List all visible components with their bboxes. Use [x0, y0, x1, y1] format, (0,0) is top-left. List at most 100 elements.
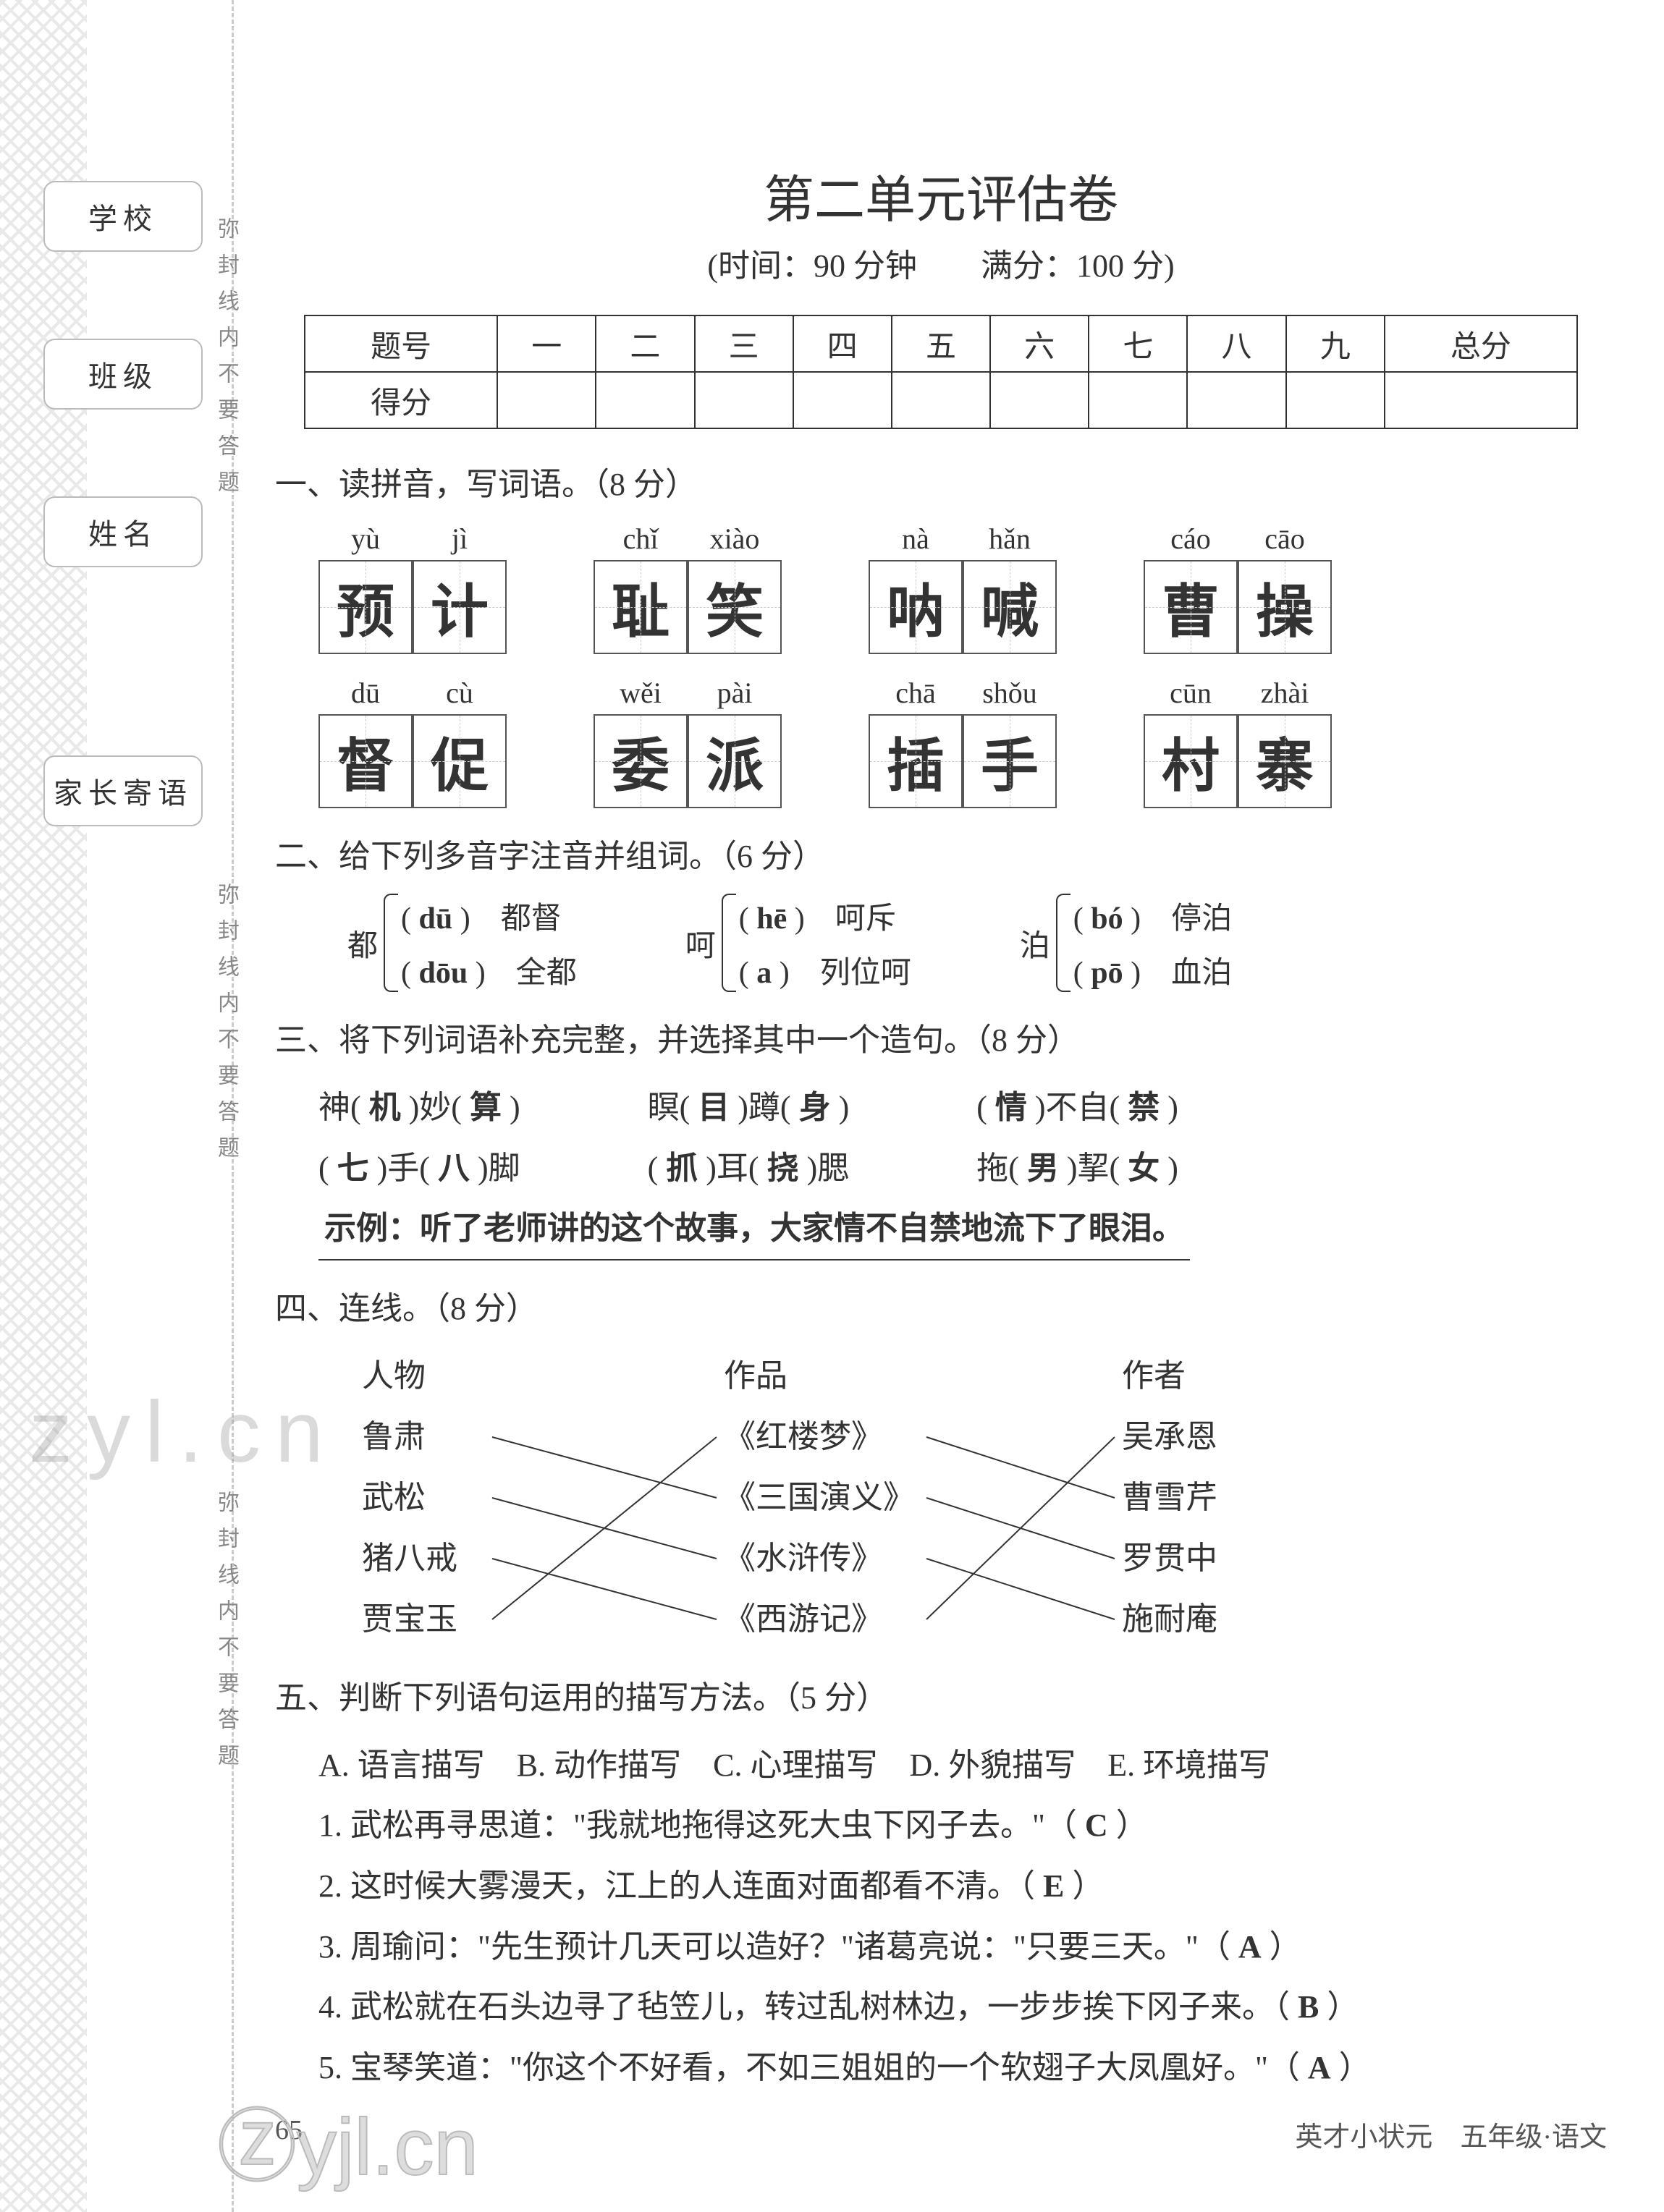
side-label-parent: 家长寄语: [43, 755, 203, 826]
q3-sentence: 示例：听了老师讲的这个故事，大家情不自禁地流下了眼泪。: [318, 1198, 1607, 1260]
side-label-school: 学校: [43, 181, 203, 252]
poly-line: ( dū ) 都督: [401, 894, 577, 938]
th: 九: [1286, 315, 1385, 372]
char-box[interactable]: 耻: [594, 560, 688, 654]
q5-options: A. 语言描写 B. 动作描写 C. 心理描写 D. 外貌描写 E. 环境描写: [318, 1735, 1607, 1796]
td-blank[interactable]: [497, 372, 596, 428]
td-blank[interactable]: [892, 372, 990, 428]
td-label: 得分: [305, 372, 497, 428]
td-blank[interactable]: [695, 372, 793, 428]
td-blank[interactable]: [1187, 372, 1285, 428]
watermark: zyl.cn: [29, 1382, 338, 1482]
idiom-item: ( 七 )手( 八 )脚: [318, 1151, 520, 1186]
watermark: Ⓩyjl.cn: [217, 2082, 478, 2198]
pinyin: zhài: [1238, 676, 1332, 710]
q5-item: 3. 周瑜问："先生预计几天可以造好？"诸葛亮说："只要三天。"（ A ）: [318, 1917, 1607, 1978]
char-box[interactable]: 派: [688, 714, 782, 808]
q4-heading: 四、连线。（8 分）: [275, 1282, 1607, 1329]
char-box[interactable]: 村: [1144, 714, 1238, 808]
q5-item: 1. 武松再寻思道："我就地拖得这死大虫下冈子去。"（ C ）: [318, 1795, 1607, 1856]
pinyin: nà: [869, 522, 963, 556]
q5-item: 2. 这时候大雾漫天，江上的人连面对面都看不清。（ E ）: [318, 1856, 1607, 1917]
pinyin: hǎn: [963, 522, 1057, 556]
th: 一: [497, 315, 596, 372]
side-label-class: 班级: [43, 339, 203, 410]
q3-line1: 神( 机 )妙( 算 ) 瞑( 目 )蹲( 身 ) ( 情 )不自( 禁 ): [318, 1077, 1607, 1138]
th: 题号: [305, 315, 497, 372]
poly-char: 呵: [685, 921, 716, 965]
table-row: 题号 一 二 三 四 五 六 七 八 九 总分: [305, 315, 1577, 372]
td-blank[interactable]: [990, 372, 1089, 428]
poly-line: ( a ) 列位呵: [739, 948, 911, 992]
idiom-item: ( 情 )不自( 禁 ): [976, 1090, 1178, 1125]
td-blank[interactable]: [793, 372, 892, 428]
page-title: 第二单元评估卷: [275, 159, 1607, 232]
side-label-name: 姓名: [43, 496, 203, 567]
q2-heading: 二、给下列多音字注音并组词。（6 分）: [275, 830, 1607, 876]
char-box[interactable]: 呐: [869, 560, 963, 654]
q5-item: 4. 武松就在石头边寻了毡笠儿，转过乱树林边，一步步挨下冈子来。（ B ）: [318, 1977, 1607, 2038]
pinyin: chǐ: [594, 522, 688, 556]
th: 三: [695, 315, 793, 372]
footer-right: 英才小状元 五年级·语文: [1295, 2114, 1607, 2154]
th: 七: [1089, 315, 1187, 372]
char-box[interactable]: 笑: [688, 560, 782, 654]
poly-line: ( pō ) 血泊: [1073, 948, 1232, 992]
char-box[interactable]: 手: [963, 714, 1057, 808]
q3-line2: ( 七 )手( 八 )脚 ( 抓 )耳( 挠 )腮 拖( 男 )挈( 女 ): [318, 1138, 1607, 1199]
th: 二: [596, 315, 694, 372]
table-row: 得分: [305, 372, 1577, 428]
char-box[interactable]: 寨: [1238, 714, 1332, 808]
td-blank[interactable]: [1089, 372, 1187, 428]
char-box[interactable]: 督: [318, 714, 413, 808]
q2-body: 都( dū ) 都督( dōu ) 全都呵( hē ) 呵斥( a ) 列位呵泊…: [347, 894, 1607, 992]
q5-item: 5. 宝琴笑道："你这个不好看，不如三姐姐的一个软翅子大凤凰好。"（ A ）: [318, 2038, 1607, 2098]
td-blank[interactable]: [1286, 372, 1385, 428]
th: 八: [1187, 315, 1285, 372]
pinyin: xiào: [688, 522, 782, 556]
th: 六: [990, 315, 1089, 372]
pinyin: pài: [688, 676, 782, 710]
pinyin: cù: [413, 676, 507, 710]
char-box[interactable]: 操: [1238, 560, 1332, 654]
char-box[interactable]: 促: [413, 714, 507, 808]
sidebar: 学校 班级 姓名 家长寄语: [43, 181, 203, 913]
pinyin: cāo: [1238, 522, 1332, 556]
pinyin: shǒu: [963, 676, 1057, 710]
poly-char: 都: [347, 921, 378, 965]
idiom-item: 拖( 男 )挈( 女 ): [976, 1151, 1178, 1186]
q4-body: 人物作品作者鲁肃武松猪八戒贾宝玉《红楼梦》《三国演义》《水浒传》《西游记》吴承恩…: [362, 1346, 1448, 1650]
vertical-note-2: 弥封线内不要答题: [217, 883, 242, 1172]
char-box[interactable]: 预: [318, 560, 413, 654]
idiom-item: 神( 机 )妙( 算 ): [318, 1090, 520, 1125]
q5-items: 1. 武松再寻思道："我就地拖得这死大虫下冈子去。"（ C ）2. 这时候大雾漫…: [275, 1795, 1607, 2098]
pinyin: jì: [413, 522, 507, 556]
char-box[interactable]: 喊: [963, 560, 1057, 654]
vertical-note-3: 弥封线内不要答题: [217, 1491, 242, 1780]
th: 总分: [1385, 315, 1577, 372]
char-box[interactable]: 委: [594, 714, 688, 808]
pinyin: yù: [318, 522, 413, 556]
vertical-note-1: 弥封线内不要答题: [217, 217, 242, 507]
poly-line: ( hē ) 呵斥: [739, 894, 911, 938]
td-blank[interactable]: [596, 372, 694, 428]
q5-heading: 五、判断下列语句运用的描写方法。（5 分）: [275, 1671, 1607, 1718]
page-subtitle: (时间：90 分钟 满分：100 分): [275, 240, 1607, 286]
td-blank[interactable]: [1385, 372, 1577, 428]
char-box[interactable]: 插: [869, 714, 963, 808]
poly-line: ( bó ) 停泊: [1073, 894, 1232, 938]
char-box[interactable]: 计: [413, 560, 507, 654]
th: 四: [793, 315, 892, 372]
char-box[interactable]: 曹: [1144, 560, 1238, 654]
pinyin: wěi: [594, 676, 688, 710]
main-content: 第二单元评估卷 (时间：90 分钟 满分：100 分) 题号 一 二 三 四 五…: [275, 159, 1607, 2098]
idiom-item: 瞑( 目 )蹲( 身 ): [648, 1090, 850, 1125]
q3-heading: 三、将下列词语补充完整，并选择其中一个造句。（8 分）: [275, 1014, 1607, 1060]
pinyin: chā: [869, 676, 963, 710]
pinyin: dū: [318, 676, 413, 710]
idiom-item: ( 抓 )耳( 挠 )腮: [648, 1151, 850, 1186]
q3-sentence-text: 示例：听了老师讲的这个故事，大家情不自禁地流下了眼泪。: [318, 1198, 1190, 1260]
poly-line: ( dōu ) 全都: [401, 948, 577, 992]
score-table: 题号 一 二 三 四 五 六 七 八 九 总分 得分: [304, 315, 1578, 429]
th: 五: [892, 315, 990, 372]
